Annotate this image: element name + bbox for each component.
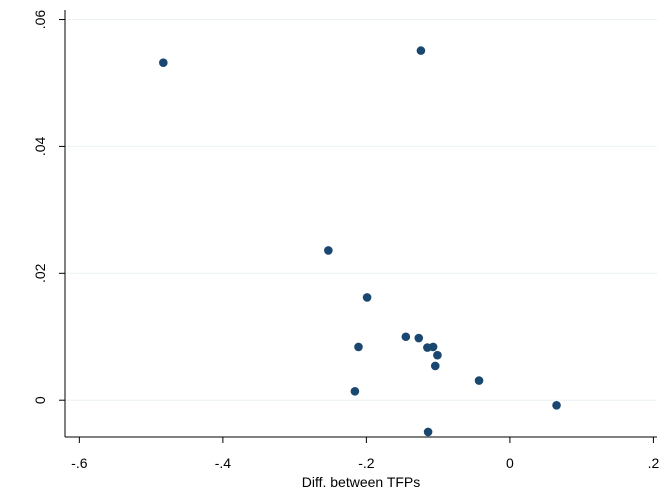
data-point <box>423 427 433 437</box>
data-point <box>401 332 411 342</box>
x-tick-label: 0 <box>506 455 514 471</box>
axes <box>64 10 657 438</box>
data-point <box>428 342 438 352</box>
data-point <box>552 400 561 410</box>
data-point <box>474 376 484 385</box>
y-tick-label: .06 <box>32 10 48 30</box>
gridlines <box>65 19 657 401</box>
x-tick-label: -.6 <box>71 455 88 471</box>
data-point <box>354 342 363 352</box>
data-point <box>433 350 442 360</box>
x-axis-title: Diff. between TFPs <box>302 474 421 490</box>
data-point <box>414 333 424 343</box>
data-point <box>350 387 360 396</box>
y-tick-label: .04 <box>32 136 48 156</box>
data-point <box>416 46 426 55</box>
data-points <box>159 46 561 437</box>
y-tick-label: .02 <box>32 263 48 283</box>
data-point <box>324 246 333 255</box>
x-tick-label: -.4 <box>215 455 232 471</box>
y-tick-label: 0 <box>32 396 48 404</box>
y-axis-ticks: 0 .02 .04 .06 <box>32 10 65 404</box>
x-axis-ticks: -.6 -.4 -.2 0 .2 <box>71 437 659 471</box>
data-point <box>362 293 372 302</box>
data-point <box>430 361 440 371</box>
x-tick-label: .2 <box>648 455 659 471</box>
x-tick-label: -.2 <box>358 455 375 471</box>
data-point <box>159 58 168 67</box>
